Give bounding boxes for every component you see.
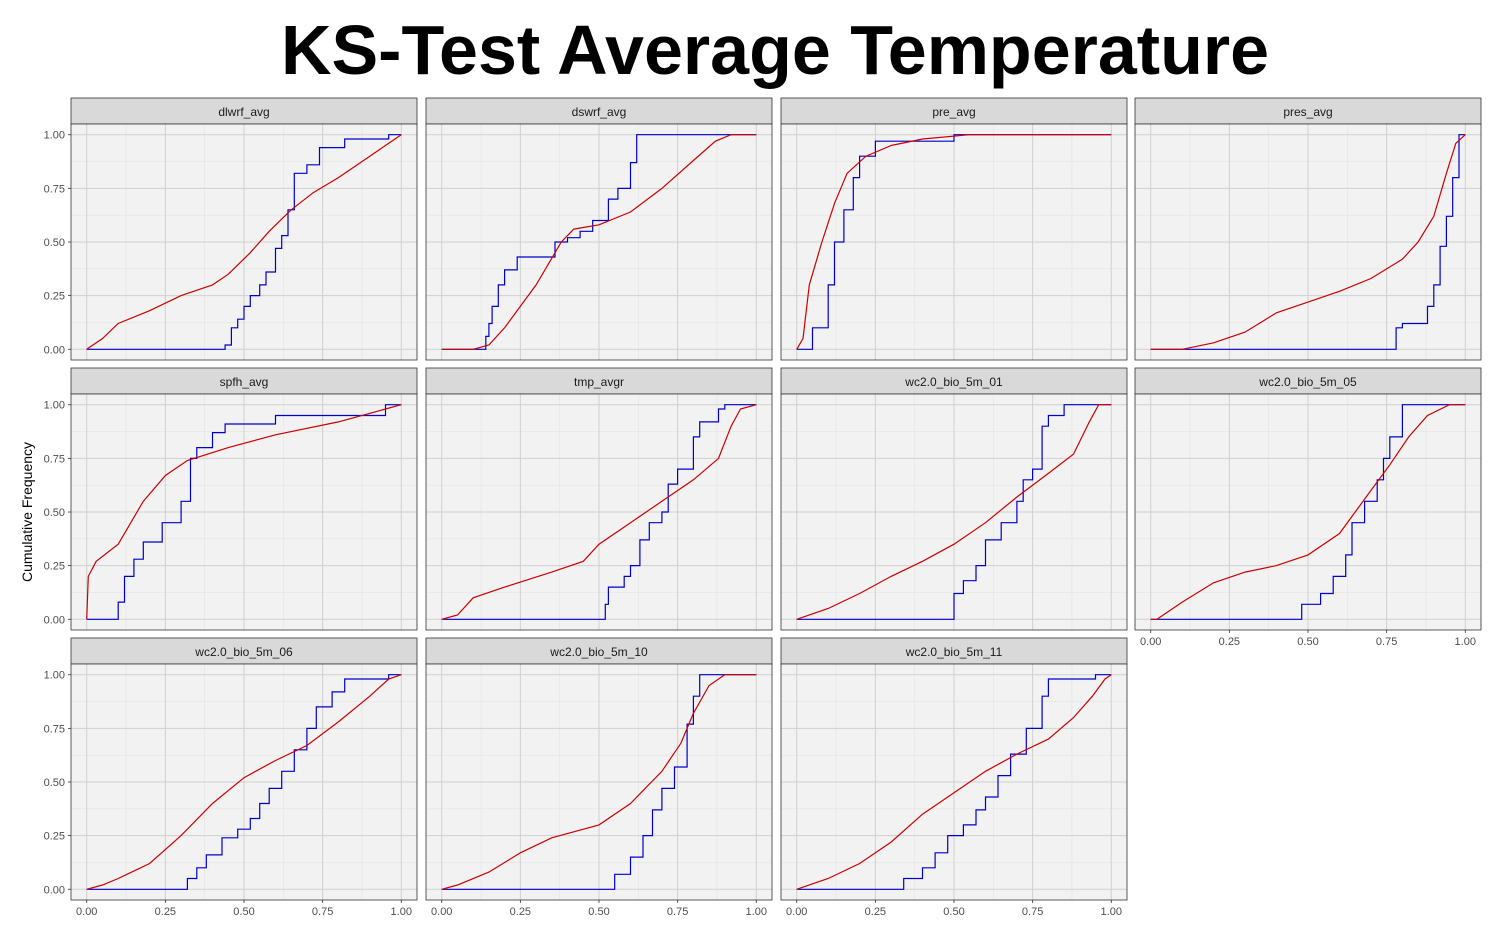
x-tick-label: 0.50 bbox=[233, 906, 254, 918]
facet-strip bbox=[70, 97, 418, 125]
y-tick-label: 0.00 bbox=[44, 614, 65, 626]
facet-panel: dswrf_avg bbox=[425, 97, 773, 361]
x-tick-label: 0.50 bbox=[1297, 636, 1318, 648]
red-ecdf-line bbox=[86, 674, 402, 890]
blue-ecdf-line bbox=[441, 404, 757, 620]
blue-ecdf-line bbox=[796, 674, 1112, 890]
chart-title: KS-Test Average Temperature bbox=[281, 11, 1269, 89]
y-tick-label: 0.50 bbox=[44, 777, 65, 789]
x-tick-label: 0.00 bbox=[1140, 636, 1161, 648]
blue-ecdf-line bbox=[1150, 404, 1466, 620]
red-ecdf-line bbox=[796, 674, 1112, 890]
facet-strip-label: pres_avg bbox=[1283, 105, 1332, 119]
facet-strip bbox=[70, 637, 418, 665]
facet-panels: dlwrf_avg 0.00 0.25 0.50 0.75 1.00 dswrf_avg pr… bbox=[44, 97, 1482, 918]
facet-panel: wc2.0_bio_5m_11 0.00 0.25 0.50 0.75 1.00 bbox=[780, 637, 1128, 918]
red-ecdf-line bbox=[1150, 404, 1466, 620]
facet-panel: wc2.0_bio_5m_06 0.00 0.25 0.50 0.75 1.00 0.00 0… bbox=[44, 637, 418, 918]
x-tick-label: 0.75 bbox=[667, 906, 688, 918]
x-tick-label: 0.50 bbox=[943, 906, 964, 918]
facet-panel: wc2.0_bio_5m_10 0.00 0.25 0.50 0.75 1.00 bbox=[425, 637, 773, 918]
facet-strip bbox=[70, 367, 418, 395]
blue-ecdf-line bbox=[796, 404, 1112, 620]
red-ecdf-line bbox=[1150, 134, 1466, 350]
facet-panel: pre_avg bbox=[780, 97, 1128, 361]
x-tick-label: 0.25 bbox=[865, 906, 886, 918]
facet-strip bbox=[780, 97, 1128, 125]
facet-strip bbox=[780, 367, 1128, 395]
facet-strip bbox=[780, 637, 1128, 665]
facet-strip bbox=[1134, 97, 1482, 125]
y-tick-label: 0.00 bbox=[44, 344, 65, 356]
red-ecdf-line bbox=[441, 674, 757, 890]
x-tick-label: 0.75 bbox=[312, 906, 333, 918]
red-ecdf-line bbox=[796, 134, 1112, 350]
facet-strip-label: spfh_avg bbox=[220, 375, 269, 389]
x-tick-label: 0.75 bbox=[1376, 636, 1397, 648]
x-tick-label: 1.00 bbox=[1455, 636, 1476, 648]
y-tick-label: 1.00 bbox=[44, 130, 65, 142]
y-tick-label: 0.25 bbox=[44, 831, 65, 843]
panel-border bbox=[425, 123, 773, 361]
x-tick-label: 0.25 bbox=[510, 906, 531, 918]
facet-strip bbox=[425, 637, 773, 665]
panel-border bbox=[780, 393, 1128, 631]
blue-ecdf-line bbox=[86, 404, 402, 620]
panel-border bbox=[1134, 123, 1482, 361]
facet-panel: tmp_avgr bbox=[425, 367, 773, 631]
blue-ecdf-line bbox=[86, 134, 402, 350]
facet-panel: wc2.0_bio_5m_01 bbox=[780, 367, 1128, 631]
blue-ecdf-line bbox=[796, 134, 1112, 350]
facet-panel: wc2.0_bio_5m_05 0.00 0.25 0.50 0.75 1.00 bbox=[1134, 367, 1482, 648]
facet-strip bbox=[425, 367, 773, 395]
y-tick-label: 0.25 bbox=[44, 561, 65, 573]
red-ecdf-line bbox=[86, 134, 402, 350]
facet-strip-label: pre_avg bbox=[932, 105, 975, 119]
y-tick-label: 0.75 bbox=[44, 453, 65, 465]
y-axis-label: Cumulative Frequency bbox=[19, 442, 35, 582]
x-tick-label: 1.00 bbox=[746, 906, 767, 918]
red-ecdf-line bbox=[796, 404, 1112, 620]
blue-ecdf-line bbox=[86, 674, 402, 890]
facet-panel: spfh_avg 0.00 0.25 0.50 0.75 1.00 bbox=[44, 367, 418, 631]
panel-border bbox=[780, 123, 1128, 361]
y-tick-label: 1.00 bbox=[44, 400, 65, 412]
x-tick-label: 0.75 bbox=[1022, 906, 1043, 918]
x-tick-label: 1.00 bbox=[391, 906, 412, 918]
facet-strip-label: wc2.0_bio_5m_06 bbox=[194, 645, 293, 659]
facet-strip-label: dlwrf_avg bbox=[218, 105, 269, 119]
y-tick-label: 1.00 bbox=[44, 670, 65, 682]
x-tick-label: 0.00 bbox=[431, 906, 452, 918]
x-tick-label: 1.00 bbox=[1101, 906, 1122, 918]
facet-strip-label: wc2.0_bio_5m_05 bbox=[1258, 375, 1357, 389]
facet-panel: pres_avg bbox=[1134, 97, 1482, 361]
facet-strip-label: wc2.0_bio_5m_10 bbox=[549, 645, 648, 659]
y-tick-label: 0.00 bbox=[44, 884, 65, 896]
x-tick-label: 0.00 bbox=[786, 906, 807, 918]
blue-ecdf-line bbox=[441, 674, 757, 890]
facet-strip-label: tmp_avgr bbox=[574, 375, 624, 389]
red-ecdf-line bbox=[441, 404, 757, 620]
blue-ecdf-line bbox=[1150, 134, 1466, 350]
facet-strip-label: wc2.0_bio_5m_01 bbox=[904, 375, 1003, 389]
y-tick-label: 0.50 bbox=[44, 237, 65, 249]
facet-strip-label: wc2.0_bio_5m_11 bbox=[905, 645, 1003, 659]
x-tick-label: 0.25 bbox=[155, 906, 176, 918]
y-tick-label: 0.75 bbox=[44, 723, 65, 735]
facet-strip-label: dswrf_avg bbox=[572, 105, 627, 119]
facet-panel: dlwrf_avg 0.00 0.25 0.50 0.75 1.00 bbox=[44, 97, 418, 361]
x-tick-label: 0.00 bbox=[76, 906, 97, 918]
panel-border bbox=[425, 393, 773, 631]
y-tick-label: 0.50 bbox=[44, 507, 65, 519]
y-tick-label: 0.75 bbox=[44, 183, 65, 195]
y-tick-label: 0.25 bbox=[44, 291, 65, 303]
x-tick-label: 0.25 bbox=[1219, 636, 1240, 648]
x-tick-label: 0.50 bbox=[588, 906, 609, 918]
red-ecdf-line bbox=[86, 404, 402, 620]
red-ecdf-line bbox=[441, 134, 757, 350]
